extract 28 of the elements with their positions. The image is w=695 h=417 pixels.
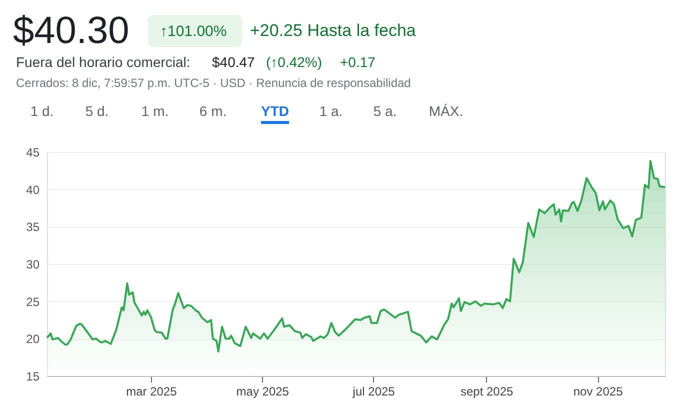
y-tick-label: 40 [26, 182, 40, 197]
text: 5 d. [85, 103, 109, 119]
text: Fuera del horario comercial: [16, 54, 190, 70]
y-tick-label: 15 [26, 370, 40, 384]
x-tick-label: mar 2025 [126, 384, 178, 398]
text: 5 a. [373, 103, 397, 119]
y-tick-label: 30 [26, 258, 40, 272]
text: $40.47 [212, 54, 256, 70]
x-tick-label: may 2025 [236, 384, 290, 398]
x-tick-label: nov 2025 [573, 384, 624, 398]
text: 6 m. [199, 103, 227, 119]
text: 1 d. [30, 103, 54, 119]
text: Cerrados: 8 dic, 7:59:57 p.m. UTC-5 · USD · Renuncia de responsabilidad [16, 76, 411, 90]
text: 1 a. [319, 103, 343, 119]
y-tick-label: 20 [26, 332, 40, 346]
text: MÁX. [428, 103, 464, 119]
chart-title: $40.30 [13, 10, 130, 52]
y-tick-label: 25 [26, 294, 40, 309]
text: (↑0.42%) [266, 54, 322, 70]
y-tick-label: 45 [26, 146, 40, 160]
x-tick-label: sept 2025 [460, 384, 514, 398]
text: +20.25 Hasta la fecha [250, 21, 416, 40]
text: YTD [261, 103, 289, 119]
x-tick-label: jul 2025 [352, 384, 396, 398]
text: 1 m. [141, 103, 169, 119]
y-tick-label: 35 [26, 220, 40, 234]
text: +0.17 [340, 54, 376, 70]
text: ↑101.00% [160, 23, 227, 40]
